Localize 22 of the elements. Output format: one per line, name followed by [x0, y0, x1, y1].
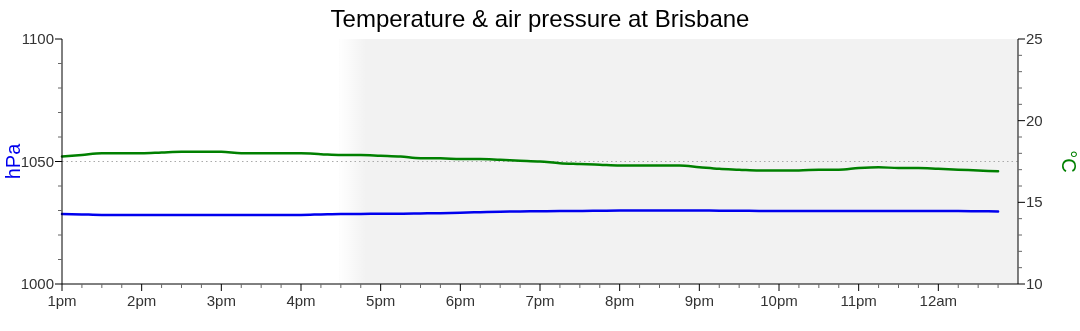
y2-tick-label: 15 — [1026, 193, 1043, 211]
x-tick-label: 1pm — [47, 292, 77, 309]
line-series — [60, 150, 1000, 173]
y-tick-label: 1100 — [21, 30, 54, 47]
y2-tick-label: 20 — [1026, 111, 1043, 129]
x-tick-label: 11pm — [840, 292, 877, 309]
y-tick-label: 1050 — [20, 152, 54, 170]
x-tick-label: 12am — [919, 292, 958, 309]
x-tick-label: 2pm — [127, 292, 157, 309]
chart-title: Temperature & air pressure at Brisbane — [330, 5, 750, 32]
y2-tick-label: 10 — [1026, 275, 1043, 292]
x-tick-label: 10pm — [760, 292, 798, 309]
y-tick-label: 1000 — [20, 275, 54, 292]
y2-axis-title: °C — [1058, 150, 1080, 173]
x-tick-label: 4pm — [286, 292, 316, 309]
x-tick-label: 9pm — [684, 292, 714, 309]
x-tick-label: 7pm — [525, 292, 555, 309]
x-tick-label: 6pm — [445, 292, 475, 309]
y2-tick-label: 25 — [1026, 30, 1043, 47]
x-tick-label: 5pm — [366, 292, 396, 309]
x-tick-label: 8pm — [605, 292, 635, 309]
x-tick-label: 3pm — [206, 292, 236, 309]
